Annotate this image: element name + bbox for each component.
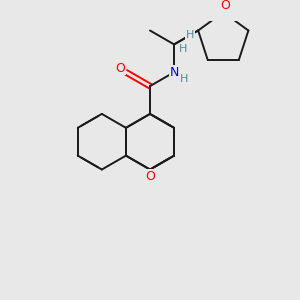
Text: H: H xyxy=(186,31,194,40)
Text: H: H xyxy=(180,74,188,84)
Text: O: O xyxy=(115,62,125,75)
Text: H: H xyxy=(179,44,187,54)
Text: N: N xyxy=(169,66,179,79)
Text: O: O xyxy=(220,0,230,12)
Text: O: O xyxy=(145,170,155,183)
